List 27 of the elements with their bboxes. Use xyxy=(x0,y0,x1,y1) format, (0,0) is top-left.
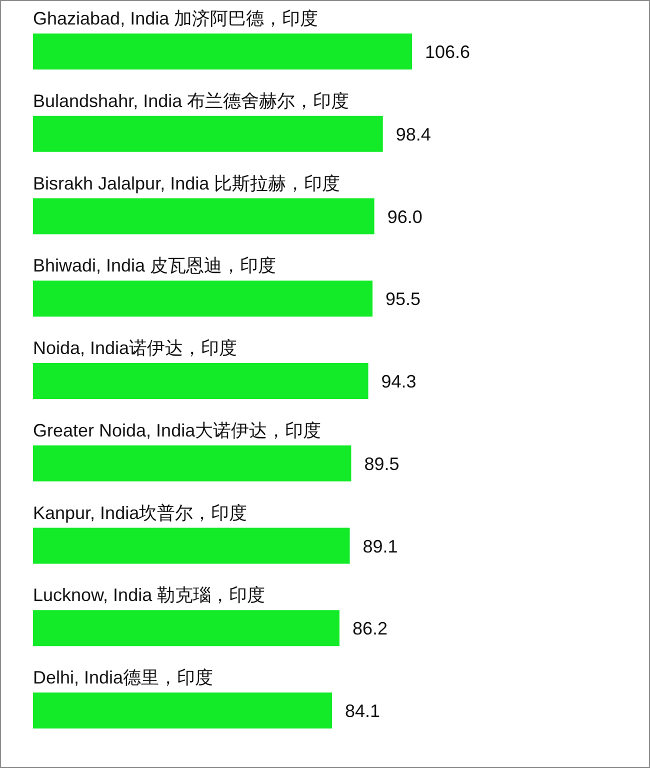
data-label: 84.1 xyxy=(345,701,380,721)
y-tick-label: Delhi, India德里，印度 xyxy=(33,668,214,688)
bar xyxy=(33,198,374,234)
data-label: 89.1 xyxy=(362,536,398,556)
data-label: 106.6 xyxy=(425,42,470,62)
y-tick-label: Bisrakh Jalalpur, India 比斯拉赫，印度 xyxy=(33,173,340,194)
bar xyxy=(33,692,332,728)
y-tick-label: Lucknow, India 勒克瑙，印度 xyxy=(33,585,266,606)
bar xyxy=(33,363,368,399)
data-label: 94.3 xyxy=(381,372,416,392)
bar xyxy=(33,610,340,646)
y-tick-label: Ghaziabad, India 加济阿巴德，印度 xyxy=(33,8,318,28)
bar xyxy=(33,34,412,70)
bar xyxy=(33,280,373,317)
y-tick-label: Bulandshahr, India 布兰德舍赫尔，印度 xyxy=(33,90,350,111)
y-tick-label: Noida, India诺伊达，印度 xyxy=(33,338,238,358)
y-tick-label: Kanpur, India坎普尔，印度 xyxy=(33,502,248,523)
data-label: 86.2 xyxy=(352,618,388,639)
y-tick-label: Bhiwadi, India 皮瓦恩迪，印度 xyxy=(33,256,276,276)
bar xyxy=(33,116,383,152)
data-label: 89.5 xyxy=(364,454,400,474)
bar xyxy=(33,445,352,482)
bar xyxy=(33,528,350,564)
data-label: 98.4 xyxy=(396,124,431,144)
data-label: 95.5 xyxy=(386,289,421,310)
data-label: 96.0 xyxy=(387,206,422,227)
y-tick-label: Greater Noida, India大诺伊达，印度 xyxy=(33,420,322,440)
